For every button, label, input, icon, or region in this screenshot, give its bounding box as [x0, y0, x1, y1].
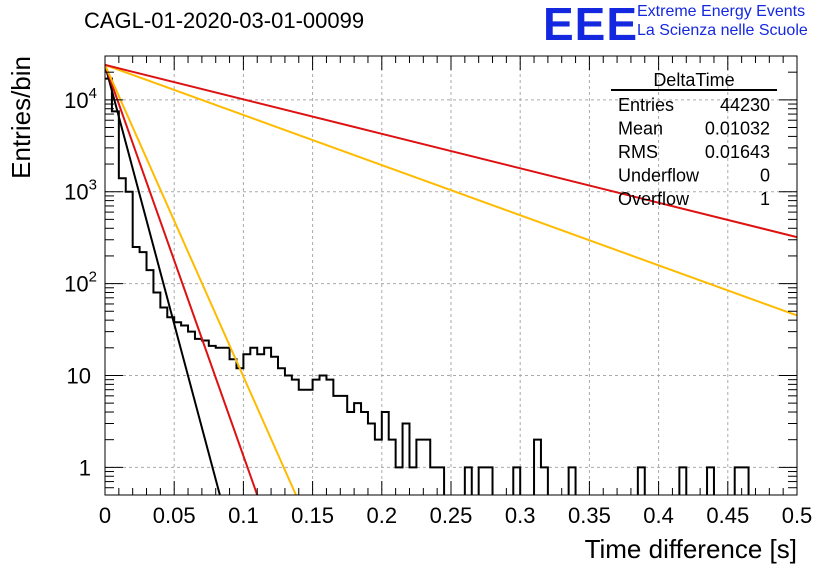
x-tick-label: 0.15: [291, 503, 334, 528]
histogram-bin: [403, 424, 410, 495]
histogram-bin: [133, 247, 140, 495]
x-axis-label: Time difference [s]: [585, 534, 797, 564]
x-tick-label: 0.2: [367, 503, 398, 528]
x-tick-label: 0.4: [643, 503, 674, 528]
histogram-bin: [368, 424, 375, 495]
histogram-bin: [250, 348, 257, 495]
histogram-bin: [313, 380, 320, 495]
histogram-bin: [430, 467, 437, 495]
run-title: CAGL-01-2020-03-01-00099: [84, 8, 365, 33]
histogram-bin: [347, 412, 354, 495]
histogram-bin: [236, 368, 243, 495]
x-tick-label: 0.3: [505, 503, 536, 528]
stats-row-value: 0.01032: [705, 119, 770, 139]
histogram-bin: [437, 467, 444, 495]
histogram-bin: [126, 192, 133, 495]
histogram-bin: [513, 467, 520, 495]
histogram-bin: [742, 467, 749, 495]
stats-row-value: 44230: [720, 95, 770, 115]
histogram-bin: [153, 292, 160, 495]
stats-row-label: Overflow: [618, 189, 690, 209]
fit-line: [105, 64, 297, 495]
histogram-bin: [147, 270, 154, 495]
fit-line: [105, 64, 259, 495]
histogram-bin: [479, 467, 486, 495]
histogram-bin: [409, 467, 416, 495]
histogram-bin: [361, 412, 368, 495]
x-tick-label: 0.35: [568, 503, 611, 528]
histogram-bin: [465, 467, 472, 495]
histogram-bin: [299, 390, 306, 495]
x-tick-label: 0.05: [153, 503, 196, 528]
stats-row-label: Underflow: [618, 166, 700, 186]
x-tick-label: 0.25: [430, 503, 473, 528]
histogram-bin: [292, 380, 299, 495]
y-tick-label: 1: [79, 455, 91, 480]
histogram-bin: [223, 348, 230, 495]
logo-subtitle-line2: La Scienza nelle Scuole: [637, 22, 808, 39]
histogram-bin: [306, 390, 313, 495]
x-tick-label: 0.5: [782, 503, 813, 528]
x-tick-label: 0: [99, 503, 111, 528]
histogram-bin: [382, 412, 389, 495]
y-tick-label: 104: [64, 85, 97, 113]
histogram-bin: [278, 368, 285, 495]
stats-row-label: RMS: [618, 142, 658, 162]
histogram-bin: [396, 467, 403, 495]
histogram-bin: [202, 341, 209, 495]
histogram-bin: [119, 178, 126, 495]
x-tick-label: 0.45: [706, 503, 749, 528]
histogram-bin: [333, 396, 340, 495]
stats-row-label: Mean: [618, 119, 663, 139]
histogram-bin: [707, 467, 714, 495]
histogram-bin: [569, 467, 576, 495]
stats-row-label: Entries: [618, 95, 674, 115]
x-tick-label: 0.1: [228, 503, 259, 528]
fit-line: [105, 64, 221, 495]
stats-row-value: 1: [760, 189, 770, 209]
histogram-bin: [638, 467, 645, 495]
histogram-bin: [140, 252, 147, 495]
histogram-bin: [188, 332, 195, 495]
fit-line: [105, 63, 797, 317]
histogram-bin: [340, 396, 347, 495]
y-tick-label: 10: [67, 363, 91, 388]
histogram-bin: [105, 79, 112, 495]
y-tick-label: 102: [64, 269, 97, 297]
histogram-bin: [486, 467, 493, 495]
histogram-bin: [112, 111, 119, 495]
logo-subtitle-line1: Extreme Energy Events: [637, 3, 806, 20]
histogram-bin: [320, 375, 327, 495]
y-tick-label: 103: [64, 177, 97, 205]
histogram-bin: [216, 348, 223, 495]
stats-row-value: 0.01643: [705, 142, 770, 162]
y-axis-label: Entries/bin: [6, 56, 36, 179]
histogram-bin: [679, 467, 686, 495]
histogram-bin: [167, 317, 174, 495]
histogram-bin: [354, 403, 361, 495]
fit-line: [105, 63, 797, 239]
histogram-bin: [541, 467, 548, 495]
histogram-bin: [735, 467, 742, 495]
histogram-bin: [264, 348, 271, 495]
eee-logo: EEE: [543, 0, 639, 50]
stats-box-title: DeltaTime: [653, 70, 734, 90]
histogram-bin: [271, 357, 278, 495]
histogram-bin: [326, 380, 333, 495]
stats-row-value: 0: [760, 166, 770, 186]
